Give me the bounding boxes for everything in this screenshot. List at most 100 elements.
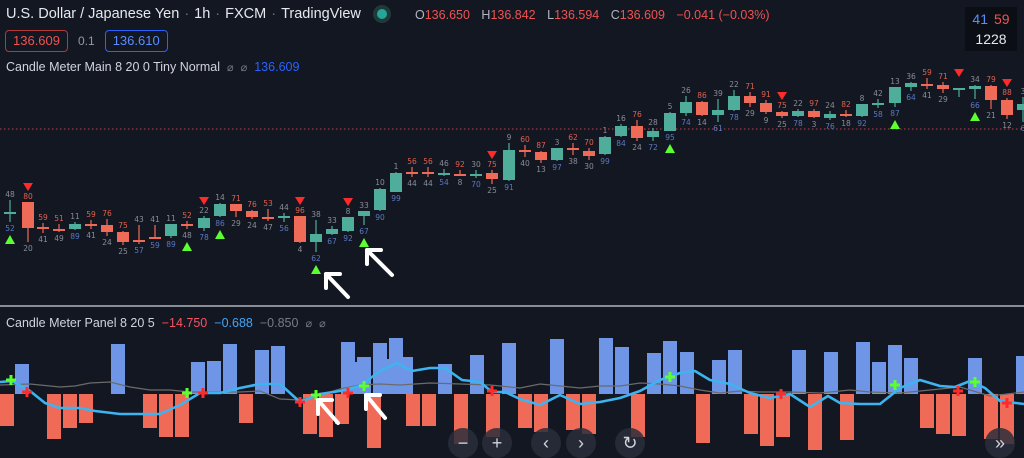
candle: 75 25 (486, 151, 498, 195)
bear-bar (63, 394, 77, 428)
bull-bar (856, 342, 870, 394)
svg-text:75: 75 (777, 101, 787, 110)
indicator-name: Candle Meter Panel 8 20 5 (6, 316, 155, 330)
candle (953, 69, 965, 97)
bear-bar (744, 394, 758, 434)
zoom-out-button[interactable]: − (448, 428, 478, 458)
candle: 62 38 (567, 133, 579, 166)
svg-text:8: 8 (860, 94, 865, 103)
svg-text:67: 67 (359, 227, 369, 236)
svg-text:92: 92 (343, 234, 353, 243)
main-indicator-legend[interactable]: Candle Meter Main 8 20 0 Tiny Normal ⌀ ⌀… (6, 60, 299, 74)
svg-text:29: 29 (745, 109, 755, 118)
sell-signal-icon (954, 69, 964, 77)
buy-button[interactable]: 136.610 (104, 30, 168, 52)
bear-bar (0, 394, 14, 426)
annotation-arrow-icon (324, 272, 350, 299)
data-source: TradingView (281, 6, 361, 22)
svg-text:80: 80 (23, 192, 33, 201)
spread-value: 0.1 (78, 34, 95, 48)
high-value: 136.842 (490, 8, 536, 22)
svg-text:41: 41 (922, 91, 932, 100)
trade-panel: 136.609 0.1 136.610 (5, 30, 168, 52)
zoom-in-button[interactable]: + (482, 428, 512, 458)
svg-text:91: 91 (761, 90, 771, 99)
bear-bar (920, 394, 934, 428)
svg-text:86: 86 (697, 91, 707, 100)
sell-signal-icon (295, 197, 305, 205)
bear-count: 59 (994, 11, 1010, 27)
candle: 97 3 (808, 99, 820, 129)
scroll-left-button[interactable]: ‹ (531, 428, 561, 458)
candle: 59 41 (85, 210, 97, 240)
candle: 71 29 (937, 72, 949, 104)
svg-text:87: 87 (890, 109, 900, 118)
svg-text:44: 44 (279, 203, 289, 212)
bull-bar (550, 339, 564, 394)
candle: 82 18 (840, 100, 852, 128)
candle: 11 89 (69, 212, 81, 241)
svg-text:9: 9 (764, 116, 769, 125)
sell-button[interactable]: 136.609 (5, 30, 68, 52)
bull-bar (872, 362, 886, 394)
cross-down-icon (198, 388, 208, 398)
svg-text:70: 70 (471, 180, 481, 189)
svg-text:88: 88 (1002, 88, 1012, 97)
cross-down-icon (776, 389, 786, 399)
scroll-right-button[interactable]: › (566, 428, 596, 458)
svg-text:18: 18 (841, 119, 851, 128)
pane-divider[interactable] (0, 305, 1024, 307)
candle: 44 56 (278, 203, 290, 233)
price-chart[interactable]: 4852802059415149118959417624752543574159… (0, 0, 1024, 305)
svg-text:52: 52 (182, 211, 192, 220)
candle: 36 64 (905, 72, 917, 102)
svg-text:1: 1 (394, 162, 399, 171)
svg-text:14: 14 (697, 118, 707, 127)
svg-text:20: 20 (23, 244, 33, 253)
svg-text:10: 10 (375, 178, 385, 187)
svg-text:53: 53 (263, 199, 273, 208)
svg-text:92: 92 (455, 160, 465, 169)
open-label: O (415, 8, 425, 22)
svg-text:91: 91 (504, 183, 514, 192)
bull-bar (712, 360, 726, 394)
panel-indicator-legend[interactable]: Candle Meter Panel 8 20 5 −14.750 −0.688… (6, 316, 326, 330)
interval[interactable]: 1h (194, 6, 211, 22)
svg-text:24: 24 (632, 143, 642, 152)
candle: 70 30 (583, 138, 595, 171)
candle: 22 78 (198, 197, 210, 242)
symbol-name[interactable]: U.S. Dollar / Japanese Yen (6, 6, 180, 22)
candle: 33 67 (326, 216, 338, 246)
candle: 14 86 (214, 193, 226, 239)
candle: 91 9 (760, 90, 772, 125)
candle: 9 91 (503, 133, 515, 192)
bear-bar (808, 394, 822, 450)
svg-text:71: 71 (745, 82, 755, 91)
bull-bar (904, 358, 918, 394)
total-count: 1228 (975, 31, 1007, 47)
reset-chart-button[interactable]: ↻ (615, 428, 645, 458)
go-to-realtime-button[interactable]: » (985, 428, 1015, 458)
candle: 51 49 (53, 214, 65, 243)
svg-text:38: 38 (568, 157, 578, 166)
bull-bar (255, 350, 269, 394)
svg-text:29: 29 (938, 95, 948, 104)
svg-text:76: 76 (632, 110, 642, 119)
svg-text:22: 22 (729, 80, 739, 89)
buy-signal-icon (215, 230, 225, 239)
svg-text:38: 38 (311, 210, 321, 219)
sell-signal-icon (23, 183, 33, 191)
svg-text:76: 76 (247, 200, 257, 209)
low-label: L (547, 8, 555, 22)
svg-text:95: 95 (665, 133, 675, 142)
bear-bar (696, 394, 710, 443)
svg-text:43: 43 (134, 215, 144, 224)
svg-text:22: 22 (199, 206, 209, 215)
bull-bar (502, 343, 516, 394)
svg-text:14: 14 (215, 193, 225, 202)
svg-text:48: 48 (5, 190, 15, 199)
svg-text:25: 25 (777, 120, 787, 129)
cross-up-icon (6, 375, 16, 385)
svg-text:99: 99 (600, 157, 610, 166)
